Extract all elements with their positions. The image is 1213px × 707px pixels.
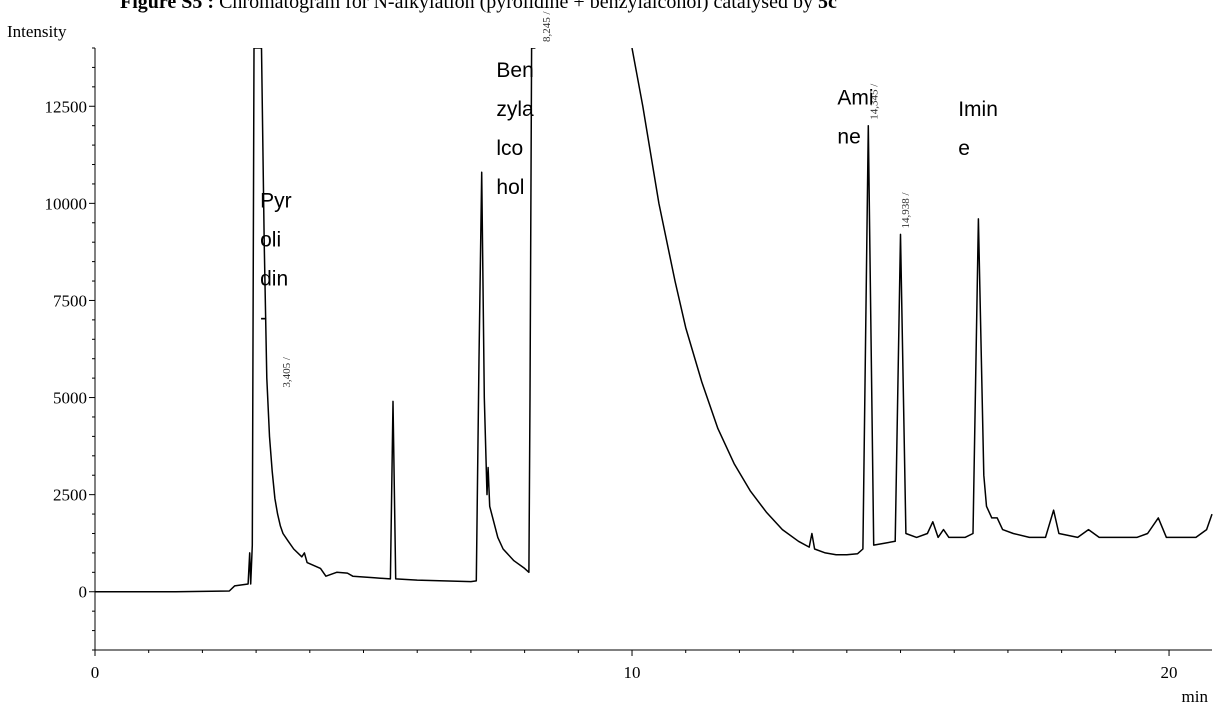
peak-annotation-label: Imin — [958, 98, 998, 121]
figure-title-prefix: Figure S5 : — [120, 0, 215, 13]
retention-time-label: 14,938 / — [900, 191, 912, 228]
y-tick-label: 5000 — [53, 389, 87, 408]
chromatogram-trace-segment-2 — [631, 48, 1213, 556]
figure-title: Figure S5 : Chromatogram for N-alkylatio… — [120, 0, 1120, 14]
peak-annotation-label: lco — [496, 137, 523, 160]
y-tick-label: 10000 — [45, 194, 88, 213]
peak-annotation-label: Pyr — [260, 189, 292, 212]
y-tick-label: 7500 — [53, 291, 87, 310]
x-tick-label: 20 — [1161, 663, 1178, 682]
retention-time-label: 3,405 / — [281, 356, 293, 388]
peak-annotation-label: Ami — [837, 86, 873, 109]
retention-time-label: 14,345 / — [868, 83, 880, 120]
peak-annotation-label: din — [260, 267, 288, 290]
y-axis-label: Intensity — [7, 22, 67, 41]
y-tick-label: 2500 — [53, 486, 87, 505]
y-tick-label: 0 — [79, 583, 88, 602]
x-axis-label: min — [1182, 687, 1209, 706]
peak-annotation-label: oli — [260, 228, 281, 251]
figure-title-text: Chromatogram for N-alkylation (pyrolidin… — [214, 0, 818, 13]
peak-annotation-label: e — [958, 137, 970, 160]
peak-annotation-label: hol — [496, 176, 524, 199]
chromatogram-trace-segment-1 — [95, 48, 536, 593]
peak-annotation-label: zyla — [496, 98, 534, 121]
x-tick-label: 10 — [624, 663, 641, 682]
peak-annotation-label: ne — [837, 125, 860, 148]
figure-title-suffix: 5c — [817, 0, 837, 13]
retention-time-label: 8,245 / — [541, 11, 553, 43]
peak-annotation-label: - — [260, 306, 267, 329]
y-tick-label: 12500 — [45, 97, 88, 116]
x-tick-label: 0 — [91, 663, 100, 682]
peak-annotation-label: Ben — [496, 59, 533, 82]
